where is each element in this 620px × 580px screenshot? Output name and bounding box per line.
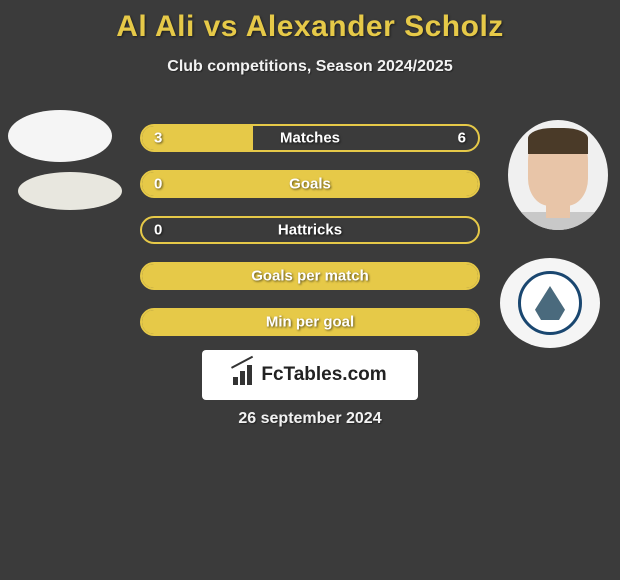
stat-row: Hattricks0: [140, 216, 480, 244]
player1-avatar-placeholder: [8, 110, 112, 162]
stat-value-left: 0: [154, 222, 162, 239]
stat-value-left: 0: [154, 176, 162, 193]
page-title: Al Ali vs Alexander Scholz: [0, 0, 620, 44]
stat-row: Min per goal: [140, 308, 480, 336]
stat-label: Hattricks: [142, 222, 478, 239]
subtitle: Club competitions, Season 2024/2025: [0, 58, 620, 76]
chart-icon: [233, 365, 255, 385]
stats-container: Matches36Goals0Hattricks0Goals per match…: [140, 124, 480, 354]
stat-label: Goals: [142, 176, 478, 193]
stat-row: Goals per match: [140, 262, 480, 290]
stat-value-right: 6: [458, 130, 466, 147]
player2-avatar: [508, 120, 608, 230]
player1-club-placeholder: [18, 172, 122, 210]
watermark: FcTables.com: [202, 350, 418, 400]
watermark-text: FcTables.com: [261, 364, 386, 386]
stat-row: Matches3 6: [140, 124, 480, 152]
stat-label: Min per goal: [142, 314, 478, 331]
stat-row: Goals0: [140, 170, 480, 198]
date-text: 26 september 2024: [0, 410, 620, 428]
stat-label: Matches: [142, 130, 478, 147]
player2-club-badge: [500, 258, 600, 348]
stat-value-left: 3: [154, 130, 162, 147]
stat-label: Goals per match: [142, 268, 478, 285]
